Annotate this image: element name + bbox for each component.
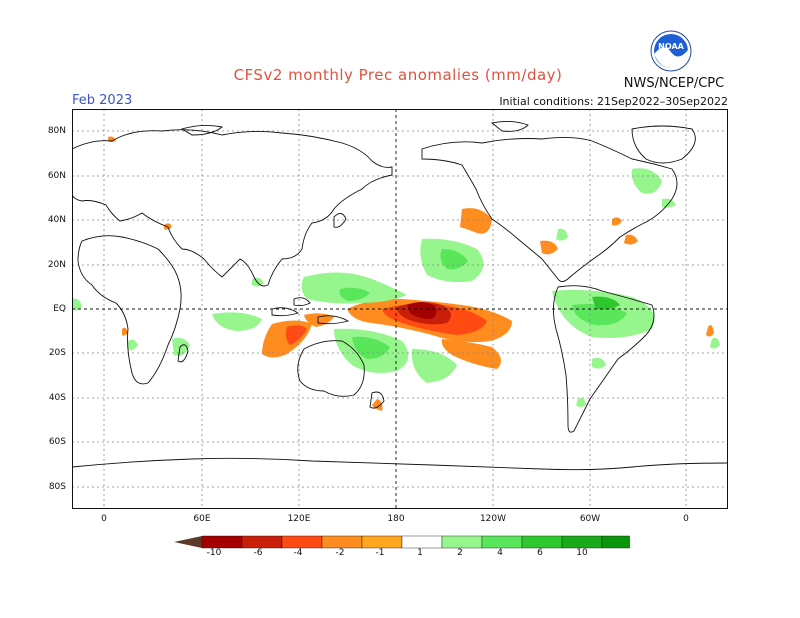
coastlines	[72, 120, 728, 471]
lat-label-40n: 40N	[47, 215, 66, 225]
colorbar-cell	[601, 535, 630, 549]
colorbar-label: -6	[253, 548, 263, 558]
reference-lines	[72, 109, 728, 509]
colorbar-label: 2	[457, 548, 463, 558]
lat-label-20n: 20N	[47, 260, 66, 270]
lon-label-120w: 120W	[479, 514, 507, 524]
lat-label-80n: 80N	[47, 126, 66, 136]
colorbar-label: -1	[375, 548, 385, 558]
agency-label: NWS/NCEP/CPC	[623, 76, 725, 91]
lon-label-180: 180	[387, 514, 405, 524]
lon-label-0: 0	[101, 514, 107, 524]
colorbar-label: -4	[293, 548, 303, 558]
colorbar-label: -10	[206, 548, 222, 558]
colorbar-cell	[361, 535, 403, 549]
lat-label-80s: 80S	[48, 482, 66, 492]
anomaly-shading	[72, 136, 720, 411]
noaa-logo-icon: NOAA	[650, 30, 692, 72]
forecast-month: Feb 2023	[72, 93, 133, 108]
colorbar-label: -2	[335, 548, 345, 558]
lon-label-60e: 60E	[193, 514, 211, 524]
lon-label-60w: 60W	[579, 514, 601, 524]
chart-title-text: CFSv2 monthly Prec anomalies (mm/day)	[233, 66, 563, 84]
colorbar-cell	[561, 535, 603, 549]
colorbar-cell	[241, 535, 283, 549]
colorbar-cell	[521, 535, 563, 549]
colorbar-cell	[281, 535, 323, 549]
map-panel	[72, 109, 728, 509]
colorbar-label: 1	[417, 548, 423, 558]
colorbar-cell	[441, 535, 483, 549]
lat-label-40s: 40S	[48, 393, 66, 403]
lat-label-eq: EQ	[53, 304, 66, 314]
colorbar-label: 6	[537, 548, 543, 558]
chart-title: CFSv2 monthly Prec anomalies (mm/day)	[0, 66, 800, 84]
colorbar-label: 10	[576, 548, 588, 558]
logo-text: NOAA	[658, 42, 684, 51]
initial-conditions: Initial conditions: 21Sep2022–30Sep2022	[499, 95, 728, 108]
colorbar-cell	[321, 535, 363, 549]
colorbar-arrow-low	[174, 536, 202, 548]
map-frame	[72, 109, 728, 509]
colorbar-cell	[481, 535, 523, 549]
colorbar	[174, 535, 630, 549]
colorbar-label: 4	[497, 548, 503, 558]
colorbar-cell	[401, 535, 443, 549]
lat-label-60s: 60S	[48, 437, 66, 447]
lat-label-20s: 20S	[48, 348, 66, 358]
colorbar-cell	[201, 535, 243, 549]
lat-label-60n: 60N	[47, 171, 66, 181]
lon-label-0-east: 0	[683, 514, 689, 524]
lon-label-120e: 120E	[287, 514, 311, 524]
